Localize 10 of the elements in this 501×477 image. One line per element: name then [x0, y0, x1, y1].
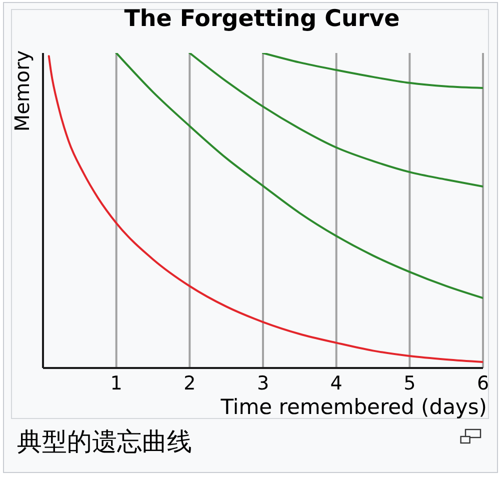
x-tick-label: 4: [330, 372, 342, 394]
chart-title: The Forgetting Curve: [124, 6, 400, 32]
x-tick-label: 6: [476, 372, 490, 394]
x-tick-label: 1: [110, 372, 122, 394]
y-axis-title: Memory: [10, 50, 34, 132]
x-tick-label: 2: [184, 372, 196, 394]
x-tick-label: 3: [256, 372, 270, 394]
text: 典型的遗忘曲线: [17, 427, 192, 456]
x-tick-label: 5: [404, 372, 416, 394]
x-axis-title: Time remembered (days): [220, 395, 487, 419]
